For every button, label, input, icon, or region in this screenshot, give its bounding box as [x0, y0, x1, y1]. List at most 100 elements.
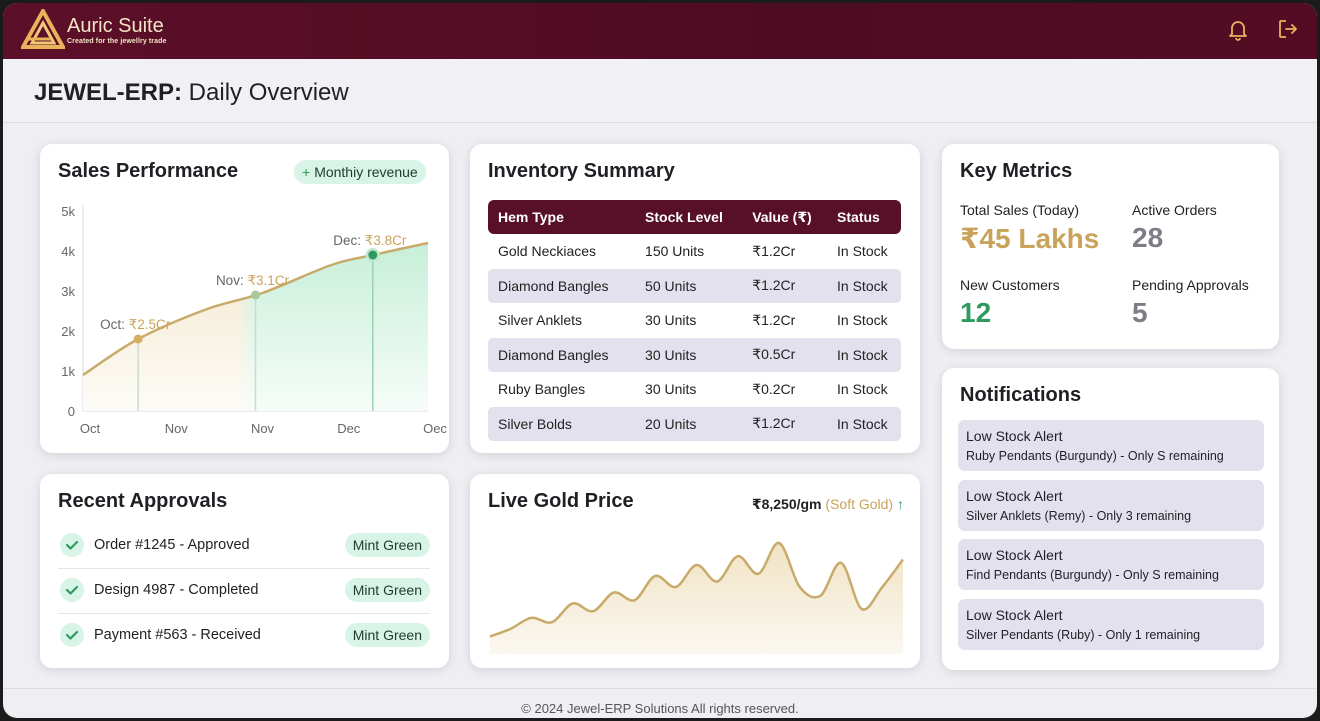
item-type-cell: Diamond Bangles: [488, 337, 636, 372]
approval-row[interactable]: Design 4987 - Completed Mint Green: [58, 569, 430, 614]
plus-icon: +: [302, 164, 311, 180]
y-tick-label: 0: [68, 404, 75, 419]
stock-level-cell: 30 Units: [635, 337, 743, 372]
notification-item[interactable]: Low Stock Alert Ruby Pendants (Burgundy)…: [958, 420, 1264, 471]
x-tick-label: Nov: [251, 421, 275, 436]
pending-approvals-value: 5: [1132, 297, 1148, 328]
live-gold-price-card: Live Gold Price ₹8,250/gm (Soft Gold) ↑: [470, 474, 920, 668]
notification-item[interactable]: Low Stock Alert Find Pendants (Burgundy)…: [958, 539, 1264, 590]
item-type-cell: Gold Neckiaces: [498, 243, 597, 260]
notification-text: Silver Pendants (Ruby) - Only 1 remainin…: [966, 628, 1201, 642]
notification-text: Ruby Pendants (Burgundy) - Only S remain…: [966, 449, 1224, 463]
notification-title: Low Stock Alert: [966, 488, 1063, 504]
notification-text: Find Pendants (Burgundy) - Only S remain…: [966, 568, 1219, 582]
approval-tag: Mint Green: [344, 533, 430, 557]
inventory-summary-title: Inventory Summary: [488, 160, 675, 182]
table-row[interactable]: Silver Anklets 30 Units ₹1.2Cr In Stock: [488, 303, 901, 338]
stock-level-cell: 50 Units: [635, 268, 743, 303]
x-tick-label: Oct: [80, 421, 101, 436]
x-tick-label: Oec: [423, 421, 447, 436]
app-window: Auric Suite Created for the jewellry tra…: [3, 3, 1317, 718]
key-metrics-title: Key Metrics: [960, 160, 1073, 182]
gold-area-fill: [490, 542, 903, 654]
column-header[interactable]: Stock Level: [635, 200, 743, 234]
column-header[interactable]: Hem Type: [488, 200, 636, 234]
approval-text: Design 4987 - Completed: [94, 582, 259, 598]
inventory-summary-card: Inventory Summary Hem Type Stock Level V…: [470, 144, 920, 453]
active-orders-label: Active Orders: [1132, 202, 1217, 218]
y-tick-label: 4k: [61, 244, 75, 259]
checkmark-icon: [60, 533, 84, 557]
checkmark-icon: [60, 578, 84, 602]
column-header[interactable]: Status: [827, 200, 901, 234]
notification-text: Silver Anklets (Remy) - Only 3 remaining: [966, 509, 1192, 523]
table-header-row: Hem Type Stock Level Value (₹) Status: [488, 200, 901, 234]
item-type-cell: Silver Anklets: [498, 312, 583, 329]
notification-item[interactable]: Low Stock Alert Silver Pendants (Ruby) -…: [958, 599, 1264, 650]
triangle-logo-icon[interactable]: [21, 9, 65, 49]
y-tick-label: 3k: [61, 284, 75, 299]
annotation-point: [251, 290, 260, 300]
status-cell: In Stock: [827, 406, 901, 441]
new-customers-label: New Customers: [960, 277, 1060, 293]
sales-performance-card: Sales Performance + Monthiy revenue 0 1k 2k…: [40, 144, 449, 453]
footer-text: © 2024 Jewel-ERP Solutions All rights re…: [521, 701, 799, 716]
value-cell: ₹0.5Cr: [742, 337, 828, 372]
pending-approvals-label: Pending Approvals: [1132, 277, 1249, 293]
status-cell: In Stock: [837, 243, 888, 260]
monthly-revenue-button[interactable]: + Monthiy revenue: [294, 160, 426, 184]
gold-price-line: [489, 541, 904, 638]
column-header[interactable]: Value (₹): [742, 200, 828, 234]
logout-icon[interactable]: [1276, 17, 1300, 41]
table-row[interactable]: Ruby Bangles 30 Units ₹0.2Cr In Stock: [488, 372, 901, 407]
checkmark-icon: [60, 623, 84, 647]
live-gold-price-title: Live Gold Price: [488, 490, 634, 512]
gold-price-readout: ₹8,250/gm (Soft Gold) ↑: [752, 496, 904, 513]
value-cell: ₹0.2Cr: [752, 380, 796, 397]
table-row[interactable]: Gold Neckiaces 150 Units ₹1.2Cr In Stock: [488, 234, 901, 269]
gold-price-qualifier: (Soft Gold): [825, 496, 894, 512]
item-type-cell: Ruby Bangles: [498, 381, 586, 398]
status-cell: In Stock: [837, 381, 888, 398]
y-tick-label: 2k: [61, 324, 75, 339]
approval-row[interactable]: Order #1245 - Approved Mint Green: [58, 524, 430, 569]
status-cell: In Stock: [837, 312, 888, 329]
notification-title: Low Stock Alert: [966, 428, 1063, 444]
brand-tagline: Created for the jewellry trade: [67, 38, 167, 45]
gold-price-chart: [489, 541, 904, 654]
x-tick-label: Dec: [337, 421, 361, 436]
table-row[interactable]: Diamond Bangles 50 Units ₹1.2Cr In Stock: [488, 268, 901, 303]
page-title: JEWEL-ERP: Daily Overview: [34, 79, 349, 106]
total-sales-label: Total Sales (Today): [960, 202, 1080, 218]
bell-icon[interactable]: [1226, 17, 1250, 41]
inventory-table: Hem Type Stock Level Value (₹) Status Go…: [488, 200, 901, 441]
approval-text: Order #1245 - Approved: [94, 537, 250, 553]
annotation-label: Nov: ₹3.1Cr: [216, 273, 290, 288]
approval-tag: Mint Green: [344, 623, 430, 647]
value-cell: ₹1.2Cr: [752, 311, 796, 328]
table-row[interactable]: Diamond Bangles 30 Units ₹0.5Cr In Stock: [488, 337, 901, 372]
status-cell: In Stock: [827, 268, 901, 303]
annotation-point: [133, 334, 143, 344]
annotation-label: Oct: ₹2.5Cr: [100, 317, 171, 332]
annotation-label: Dec: ₹3.8Cr: [333, 233, 407, 248]
item-type-cell: Diamond Bangles: [488, 268, 636, 303]
stock-level-cell: 30 Units: [645, 312, 697, 329]
value-cell: ₹1.2Cr: [752, 242, 796, 259]
top-bar: Auric Suite Created for the jewellry tra…: [3, 3, 1317, 59]
item-type-cell: Silver Bolds: [488, 406, 636, 441]
notification-item[interactable]: Low Stock Alert Silver Anklets (Remy) - …: [958, 480, 1264, 531]
table-row[interactable]: Silver Bolds 20 Units ₹1.2Cr In Stock: [488, 406, 901, 441]
arrow-up-icon: ↑: [897, 496, 904, 512]
approval-row[interactable]: Payment #563 - Received Mint Green: [58, 614, 430, 659]
new-customers-value: 12: [960, 297, 992, 328]
key-metrics-card: Key Metrics Total Sales (Today) ₹45 Lakh…: [942, 144, 1279, 349]
recent-approvals-card: Recent Approvals Order #1245 - Approved …: [40, 474, 449, 668]
active-orders-value: 28: [1132, 222, 1164, 253]
approval-text: Payment #563 - Received: [94, 627, 261, 643]
approval-tag: Mint Green: [344, 578, 430, 602]
notification-title: Low Stock Alert: [966, 547, 1063, 563]
stock-level-cell: 150 Units: [645, 243, 705, 260]
stock-level-cell: 20 Units: [635, 406, 743, 441]
gold-price-value: ₹8,250/gm: [751, 496, 822, 512]
